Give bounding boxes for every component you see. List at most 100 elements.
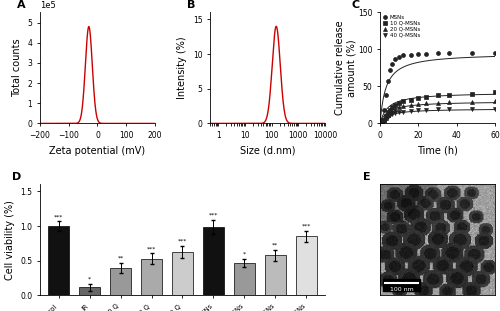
- MSNs: [399, 53, 407, 58]
- 20 Q-MSNs: [468, 100, 476, 104]
- 40 Q-MSNs: [406, 108, 414, 113]
- Text: E: E: [363, 172, 370, 182]
- X-axis label: Size (d.nm): Size (d.nm): [240, 146, 295, 156]
- 20 Q-MSNs: [382, 115, 390, 120]
- 20 Q-MSNs: [434, 100, 442, 105]
- 10 Q-MSNs: [382, 114, 390, 118]
- 10 Q-MSNs: [468, 91, 476, 96]
- 40 Q-MSNs: [422, 108, 430, 113]
- Text: ***: ***: [302, 224, 311, 229]
- 20 Q-MSNs: [445, 100, 453, 104]
- 20 Q-MSNs: [399, 103, 407, 108]
- MSNs: [382, 93, 390, 98]
- 10 Q-MSNs: [380, 117, 388, 122]
- Text: 100 nm: 100 nm: [390, 287, 413, 292]
- 40 Q-MSNs: [399, 109, 407, 114]
- 10 Q-MSNs: [384, 110, 392, 115]
- Text: ***: ***: [209, 213, 218, 218]
- 20 Q-MSNs: [414, 102, 422, 107]
- 10 Q-MSNs: [386, 108, 394, 113]
- 10 Q-MSNs: [434, 93, 442, 98]
- Text: A: A: [17, 0, 25, 10]
- 20 Q-MSNs: [392, 106, 400, 111]
- MSNs: [414, 51, 422, 56]
- MSNs: [422, 51, 430, 56]
- 10 Q-MSNs: [392, 102, 400, 107]
- 20 Q-MSNs: [388, 108, 396, 113]
- Text: ***: ***: [147, 246, 156, 251]
- 20 Q-MSNs: [380, 118, 388, 123]
- Y-axis label: Cumulative release
amount (%): Cumulative release amount (%): [335, 21, 356, 115]
- MSNs: [406, 52, 414, 57]
- 10 Q-MSNs: [396, 100, 404, 105]
- MSNs: [392, 57, 400, 62]
- 40 Q-MSNs: [414, 108, 422, 113]
- 20 Q-MSNs: [378, 119, 386, 124]
- Text: ***: ***: [178, 239, 187, 244]
- Bar: [296, 236, 317, 295]
- 10 Q-MSNs: [414, 96, 422, 101]
- MSNs: [388, 62, 396, 67]
- Bar: [78, 287, 100, 295]
- X-axis label: Zeta potential (mV): Zeta potential (mV): [50, 146, 146, 156]
- 10 Q-MSNs: [376, 121, 384, 126]
- 40 Q-MSNs: [382, 117, 390, 122]
- 40 Q-MSNs: [386, 113, 394, 118]
- 40 Q-MSNs: [434, 107, 442, 112]
- MSNs: [384, 78, 392, 83]
- Text: *: *: [243, 252, 246, 257]
- Text: *: *: [88, 276, 91, 281]
- 40 Q-MSNs: [445, 107, 453, 112]
- 10 Q-MSNs: [422, 94, 430, 99]
- 20 Q-MSNs: [422, 101, 430, 106]
- Bar: [264, 255, 286, 295]
- Text: **: **: [272, 243, 278, 248]
- 10 Q-MSNs: [445, 92, 453, 97]
- 20 Q-MSNs: [376, 121, 384, 126]
- 20 Q-MSNs: [386, 111, 394, 116]
- 10 Q-MSNs: [406, 97, 414, 102]
- MSNs: [468, 51, 476, 56]
- Text: ***: ***: [54, 214, 64, 219]
- 20 Q-MSNs: [396, 105, 404, 110]
- MSNs: [445, 51, 453, 56]
- Bar: [234, 263, 256, 295]
- MSNs: [396, 54, 404, 59]
- Bar: [110, 268, 132, 295]
- 40 Q-MSNs: [468, 106, 476, 111]
- 40 Q-MSNs: [384, 114, 392, 119]
- 40 Q-MSNs: [376, 121, 384, 126]
- MSNs: [434, 51, 442, 56]
- Text: B: B: [187, 0, 196, 10]
- Text: **: **: [118, 256, 124, 261]
- 20 Q-MSNs: [491, 99, 499, 104]
- 40 Q-MSNs: [392, 111, 400, 116]
- Bar: [140, 259, 162, 295]
- 10 Q-MSNs: [378, 119, 386, 124]
- Text: D: D: [12, 172, 21, 182]
- 40 Q-MSNs: [378, 120, 386, 125]
- MSNs: [386, 68, 394, 73]
- 40 Q-MSNs: [388, 111, 396, 116]
- Bar: [172, 252, 194, 295]
- 10 Q-MSNs: [491, 90, 499, 95]
- MSNs: [491, 51, 499, 56]
- Bar: [48, 226, 70, 295]
- Y-axis label: Intensity (%): Intensity (%): [177, 37, 187, 99]
- MSNs: [380, 108, 388, 113]
- MSNs: [378, 117, 386, 122]
- Bar: [383, 279, 420, 291]
- 20 Q-MSNs: [384, 112, 392, 117]
- Y-axis label: Total counts: Total counts: [12, 39, 22, 97]
- Text: C: C: [352, 0, 360, 10]
- Y-axis label: Cell viability (%): Cell viability (%): [4, 200, 15, 280]
- MSNs: [376, 121, 384, 126]
- 40 Q-MSNs: [396, 110, 404, 115]
- 40 Q-MSNs: [380, 119, 388, 124]
- Bar: [202, 227, 224, 295]
- 20 Q-MSNs: [406, 102, 414, 107]
- Legend: MSNs, 10 Q-MSNs, 20 Q-MSNs, 40 Q-MSNs: MSNs, 10 Q-MSNs, 20 Q-MSNs, 40 Q-MSNs: [381, 14, 421, 38]
- X-axis label: Time (h): Time (h): [417, 146, 458, 156]
- 10 Q-MSNs: [388, 105, 396, 110]
- 40 Q-MSNs: [491, 106, 499, 111]
